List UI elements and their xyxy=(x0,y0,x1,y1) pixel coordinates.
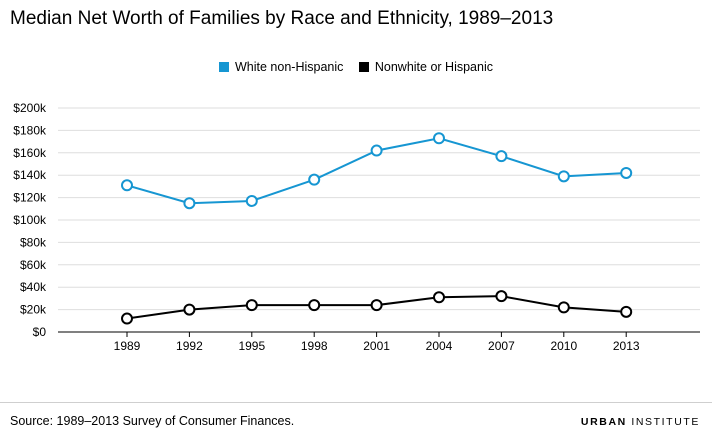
chart-title: Median Net Worth of Families by Race and… xyxy=(10,8,554,29)
data-point xyxy=(557,170,570,183)
data-point xyxy=(620,166,633,179)
data-point xyxy=(245,299,258,312)
data-point xyxy=(121,312,133,325)
data-point xyxy=(557,301,570,314)
urban-institute-logo: URBAN INSTITUTE xyxy=(581,416,700,428)
data-point xyxy=(370,299,383,312)
chart-legend: White non-Hispanic Nonwhite or Hispanic xyxy=(0,60,712,75)
data-point xyxy=(183,197,196,210)
brand-word-institute: INSTITUTE xyxy=(631,416,700,428)
data-point xyxy=(620,305,633,318)
data-point xyxy=(370,144,383,157)
data-point xyxy=(433,132,445,145)
line-chart: $0 $20k $40k $60k $80k $100k $120k $140k $160k $1… xyxy=(13,101,700,353)
data-point xyxy=(495,150,508,163)
legend-item-nonwhite: Nonwhite or Hispanic xyxy=(358,60,493,74)
y-tick-label: $180k xyxy=(13,123,47,137)
x-tick-label: 2001 xyxy=(363,339,390,353)
x-tick-label: 1995 xyxy=(238,339,265,353)
y-tick-label: $160k xyxy=(13,146,47,160)
data-point xyxy=(433,291,445,304)
brand-word-urban: URBAN xyxy=(580,416,627,428)
y-tick-label: $40k xyxy=(20,280,47,294)
y-tick-label: $60k xyxy=(20,258,47,272)
legend-swatch-white xyxy=(219,62,229,72)
data-point xyxy=(308,173,321,186)
footer-divider xyxy=(0,402,712,403)
data-point xyxy=(183,303,196,316)
y-tick-label: $200k xyxy=(13,101,47,115)
y-tick-label: $20k xyxy=(20,303,47,317)
x-tick-label: 2004 xyxy=(426,339,453,353)
y-tick-label: $140k xyxy=(13,168,47,182)
x-tick-label: 2007 xyxy=(488,339,515,353)
legend-swatch-nonwhite xyxy=(358,62,369,72)
y-tick-label: $120k xyxy=(13,191,47,205)
legend-label-white: White non-Hispanic xyxy=(235,60,344,74)
data-point xyxy=(245,194,258,207)
y-tick-label: $0 xyxy=(33,325,47,339)
x-tick-label: 1989 xyxy=(114,339,141,353)
legend-item-white: White non-Hispanic xyxy=(219,60,343,74)
y-tick-label: $80k xyxy=(20,235,47,249)
x-tick-label: 1998 xyxy=(301,339,328,353)
y-tick-label: $100k xyxy=(13,213,47,227)
legend-label-nonwhite: Nonwhite or Hispanic xyxy=(374,60,493,74)
x-tick-label: 2010 xyxy=(550,339,577,353)
data-point xyxy=(495,290,508,303)
x-tick-label: 2013 xyxy=(613,339,640,353)
data-point xyxy=(121,179,133,192)
x-tick-label: 1992 xyxy=(176,339,203,353)
source-note: Source: 1989–2013 Survey of Consumer Fin… xyxy=(10,414,295,428)
data-point xyxy=(308,299,321,312)
